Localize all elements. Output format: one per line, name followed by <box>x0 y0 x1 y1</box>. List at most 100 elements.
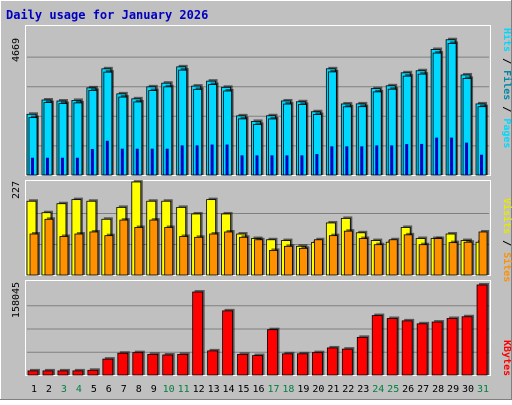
sites-bar <box>209 233 219 276</box>
sites-bar <box>328 235 338 276</box>
sites-bar <box>373 244 383 276</box>
legend-kbytes-panel: KBytes <box>501 340 512 376</box>
kbytes-bar <box>102 358 114 376</box>
x-tick-label: 18 <box>282 384 294 395</box>
kbytes-bar <box>207 350 219 376</box>
pages-bar <box>255 155 259 175</box>
kbytes-bar <box>341 348 353 376</box>
x-tick-label: 12 <box>193 384 205 395</box>
legend-hits: Hits <box>501 28 512 52</box>
kbytes-bar <box>57 370 69 376</box>
legend-pages: Pages <box>501 118 512 148</box>
x-tick-label: 30 <box>462 384 474 395</box>
panel-hits-frame <box>25 25 491 176</box>
x-tick-label: 20 <box>312 384 324 395</box>
sites-bar <box>119 219 129 276</box>
x-tick-label: 3 <box>61 384 67 395</box>
sites-bar <box>418 244 428 276</box>
sites-bar <box>388 239 398 276</box>
legend-sep-2: / <box>501 100 512 118</box>
pages-bar <box>450 137 454 175</box>
pages-bar <box>480 154 484 175</box>
legend-sep-3: / <box>501 234 512 252</box>
sites-bar <box>194 236 204 276</box>
sites-bar <box>104 235 114 276</box>
sites-bar <box>179 236 189 276</box>
pages-bar <box>150 148 154 175</box>
pages-bar <box>300 155 304 175</box>
kbytes-bar <box>72 370 84 376</box>
pages-bar <box>390 145 394 175</box>
kbytes-bar <box>87 369 99 376</box>
x-tick-label: 17 <box>267 384 279 395</box>
kbytes-bar <box>162 354 174 376</box>
x-tick-label: 10 <box>163 384 175 395</box>
chart-title: Daily usage for January 2026 <box>6 8 208 22</box>
pages-bar <box>375 145 379 175</box>
kbytes-bar <box>371 315 383 376</box>
sites-bar <box>299 247 308 276</box>
kbytes-bar <box>416 323 428 376</box>
pages-bar <box>60 157 64 175</box>
kbytes-bar <box>446 318 458 376</box>
x-tick-label: 5 <box>91 384 97 395</box>
kbytes-bar <box>476 284 488 376</box>
sites-bar <box>313 239 323 276</box>
sites-bar <box>224 231 233 276</box>
kbytes-bar <box>461 316 473 376</box>
pages-bar <box>210 144 214 175</box>
pages-bar <box>31 157 34 175</box>
pages-bar <box>75 157 79 175</box>
sites-bar <box>463 241 473 276</box>
x-tick-label: 16 <box>252 384 264 395</box>
x-tick-label: 25 <box>387 384 399 395</box>
pages-bar <box>420 143 424 175</box>
pages-bar <box>165 148 169 175</box>
kbytes-bar <box>267 329 278 376</box>
x-tick-label: 24 <box>372 384 384 395</box>
x-tick-label: 22 <box>342 384 354 395</box>
sites-bar <box>403 234 413 276</box>
kbytes-bar <box>237 354 248 376</box>
sites-bar <box>164 227 174 276</box>
sites-bar <box>74 233 84 276</box>
kbytes-bar <box>401 320 413 376</box>
pages-bar <box>195 145 199 175</box>
pages-bar <box>405 144 409 175</box>
sites-bar <box>269 250 278 276</box>
pages-bar <box>360 146 364 175</box>
kbytes-bar <box>147 354 159 376</box>
sites-bar <box>44 218 54 276</box>
legend-visits: Visits <box>501 198 512 234</box>
panel-visits-frame <box>25 180 491 276</box>
legend-kbytes: KBytes <box>501 340 512 376</box>
sites-bar <box>89 231 99 276</box>
pages-bar <box>270 155 274 175</box>
legend-visits-panel: Visits / Sites <box>501 198 512 282</box>
pages-bar <box>225 144 229 175</box>
x-tick-label: 13 <box>208 384 220 395</box>
legend-sites: Sites <box>501 252 512 282</box>
x-tick-label: 1 <box>31 384 37 395</box>
kbytes-bar <box>132 352 144 376</box>
kbytes-bar <box>326 347 338 376</box>
kbytes-bar <box>356 336 368 376</box>
x-axis-labels: 1 2 3 4 5 6 7 8 9 10 11 12 13 14 15 16 17 18 19 20 21 22 23 24 2… <box>31 384 489 395</box>
sites-bar <box>478 231 488 276</box>
x-tick-label: 31 <box>477 384 489 395</box>
pages-bar <box>465 142 469 175</box>
pages-bar <box>105 140 109 175</box>
x-tick-label: 21 <box>327 384 339 395</box>
x-tick-label: 2 <box>46 384 52 395</box>
sites-bar <box>343 230 353 276</box>
bars-layer <box>26 37 490 376</box>
x-tick-label: 11 <box>178 384 190 395</box>
kbytes-bar <box>177 354 189 376</box>
pages-bar <box>240 155 244 175</box>
pages-bar <box>345 146 349 175</box>
legend-files: Files <box>501 70 512 100</box>
ymax-label-hits: 4669 <box>11 38 22 62</box>
pages-bar <box>135 148 139 175</box>
panel-kbytes-frame <box>25 280 491 376</box>
